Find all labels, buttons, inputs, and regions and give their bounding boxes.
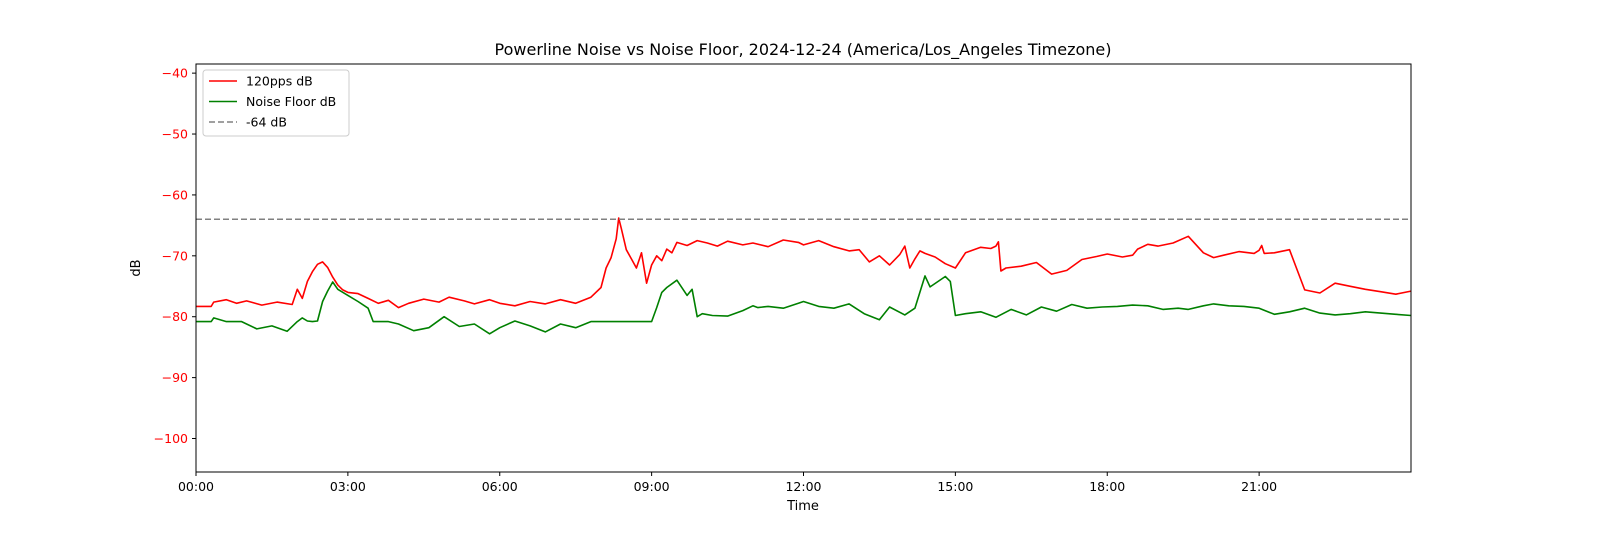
legend-frame (202, 69, 350, 137)
x-axis: 00:00 03:00 06:00 09:00 12:00 15:00 18:00 21:00 (178, 472, 1277, 494)
x-tick-label: 06:00 (482, 479, 518, 494)
x-tick-label: 00:00 (178, 479, 214, 494)
series-layer (196, 217, 1412, 335)
x-tick-label: 18:00 (1089, 479, 1125, 494)
x-tick-label: 12:00 (785, 479, 821, 494)
legend-label-0: 120pps dB (246, 74, 313, 89)
legend: 120pps dB Noise Floor dB -64 dB (202, 69, 350, 137)
legend-label-2: -64 dB (246, 115, 287, 130)
y-axis: −100 −90 −80 −70 −60 −50 −40 (154, 66, 196, 446)
y-tick-label: −90 (162, 370, 188, 385)
y-tick-label: −60 (162, 187, 188, 202)
y-tick-label: −40 (162, 66, 188, 81)
y-tick-label: −80 (162, 309, 188, 324)
y-tick-label: −50 (162, 127, 188, 142)
x-tick-label: 09:00 (634, 479, 670, 494)
x-tick-label: 03:00 (330, 479, 366, 494)
x-axis-title: Time (786, 499, 819, 514)
series-line-1 (196, 275, 1412, 335)
x-tick-label: 21:00 (1241, 479, 1277, 494)
plot-frame (195, 63, 1412, 473)
chart-title: Powerline Noise vs Noise Floor, 2024-12-… (495, 40, 1112, 60)
y-tick-label: −100 (154, 431, 188, 446)
series-line-0 (196, 217, 1412, 309)
plot-area (195, 63, 1412, 473)
y-axis-title: dB (129, 259, 144, 276)
legend-label-1: Noise Floor dB (246, 94, 336, 109)
y-tick-label: −70 (162, 248, 188, 263)
x-tick-label: 15:00 (937, 479, 973, 494)
